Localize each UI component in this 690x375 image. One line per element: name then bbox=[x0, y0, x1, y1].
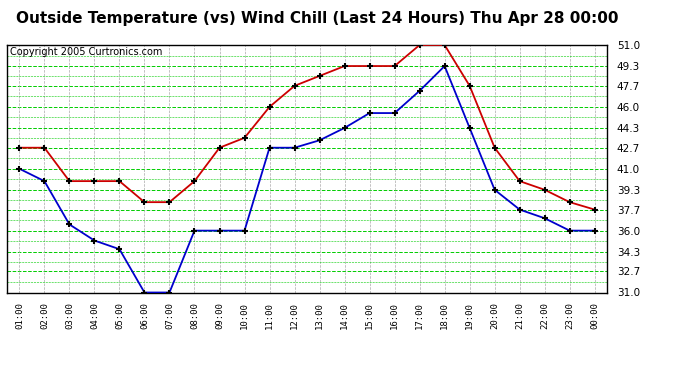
Text: Copyright 2005 Curtronics.com: Copyright 2005 Curtronics.com bbox=[10, 48, 162, 57]
Text: Outside Temperature (vs) Wind Chill (Last 24 Hours) Thu Apr 28 00:00: Outside Temperature (vs) Wind Chill (Las… bbox=[16, 11, 619, 26]
